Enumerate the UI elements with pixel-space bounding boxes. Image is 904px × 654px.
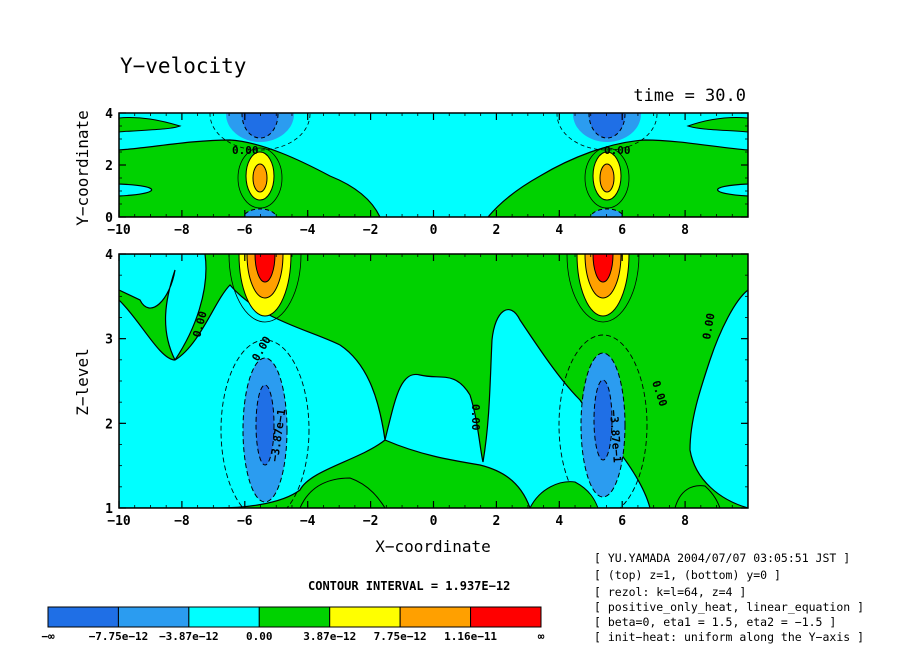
info-block: [ YU.YAMADA 2004/07/07 03:05:51 JST ] [ … [594,551,864,644]
bottom-contour-label-7: −3.87e−1 [607,409,624,463]
top-y-axis-label: Y−coordinate [73,110,92,226]
legend-swatch-4 [329,606,401,628]
top-panel: 0.00 0.00 −10 −8 −6 −4 −2 0 2 4 6 8 0 2 4 Y−coordina… [73,107,749,238]
top-left-band-extra [119,117,182,133]
legend-swatch-5 [399,606,472,628]
bottom-ytick-label-2: 3 [105,333,113,348]
top-xtick-label-8: 6 [618,223,626,238]
info-line-2: [ (top) z=1, (bottom) y=0 ] [594,568,781,582]
contour-interval-label: CONTOUR INTERVAL = 1.937E−12 [308,579,510,593]
bottom-ytick-label-1: 2 [105,417,113,432]
top-right-band-extra [686,117,748,133]
bottom-ytick-label-3: 4 [105,248,113,263]
bottom-xtick-label-1: −8 [174,514,190,529]
bottom-x-axis-label: X−coordinate [375,537,491,556]
top-neg-lobe-right-inner [588,113,626,139]
legend-label-2: −3.87e−12 [159,630,219,643]
legend-swatch-2 [188,606,260,628]
legend-swatch-1 [117,606,190,628]
legend-label-4: 3.87e−12 [303,630,356,643]
legend-label-7: ∞ [538,630,545,643]
top-xtick-label-0: −10 [107,223,131,238]
top-contour-label-left: 0.00 [232,144,259,157]
top-xtick-label-1: −8 [174,223,190,238]
top-ytick-label-0: 0 [105,211,113,226]
bottom-xtick-label-4: −2 [363,514,379,529]
bottom-contour-label-5: 0.00 [700,312,717,340]
bottom-y-axis-label: Z−level [73,348,92,415]
top-contour-label-right: 0.00 [604,144,631,157]
color-legend: −∞ −7.75e−12 −3.87e−12 0.00 3.87e−12 7.75e−12… [41,606,545,643]
bottom-neg-region-left [119,254,207,362]
legend-swatch-3 [258,606,331,628]
top-xtick-label-9: 8 [681,223,689,238]
legend-label-5: 7.75e−12 [374,630,427,643]
bottom-xtick-label-5: 0 [430,514,438,529]
top-ytick-label-2: 4 [105,107,113,122]
top-xtick-label-6: 2 [492,223,500,238]
top-ytick-label-1: 2 [105,159,113,174]
info-line-3: [ rezol: k=l=64, z=4 ] [594,585,746,599]
bottom-contour-label-3: 0.00 [469,404,482,431]
info-line-5: [ beta=0, eta1 = 1.5, eta2 = −1.5 ] [594,615,836,629]
legend-label-0: −∞ [41,630,55,643]
info-line-1: [ YU.YAMADA 2004/07/07 03:05:51 JST ] [594,551,850,565]
bottom-xtick-label-0: −10 [107,514,131,529]
legend-label-1: −7.75e−12 [89,630,149,643]
legend-swatch-6 [470,606,542,628]
bottom-panel: 0.00 0.00 0.00 0.00 0.00 −3.87e−1 −3.87e… [73,248,749,556]
chart-title: Y−velocity [120,54,246,78]
top-xtick-label-5: 0 [430,223,438,238]
time-label: time = 30.0 [633,86,746,106]
bottom-xtick-label-2: −6 [237,514,253,529]
top-xtick-label-4: −2 [363,223,379,238]
top-xtick-label-7: 4 [555,223,563,238]
info-line-6: [ init−heat: uniform along the Y−axis ] [594,630,864,644]
legend-label-6: 1.16e−11 [444,630,497,643]
bottom-xtick-label-3: −4 [300,514,316,529]
legend-label-3: 0.00 [246,630,273,643]
bottom-xtick-label-7: 4 [555,514,563,529]
top-neg-lobe-left-inner [241,113,279,139]
bottom-axis-ticks: −10 −8 −6 −4 −2 0 2 4 6 8 1 2 3 4 [105,248,749,529]
bottom-neg-region-right [689,289,748,508]
legend-swatch-0 [47,606,119,628]
bottom-xtick-label-6: 2 [492,514,500,529]
top-xtick-label-3: −4 [300,223,316,238]
bottom-xtick-label-9: 8 [681,514,689,529]
bottom-ytick-label-0: 1 [105,502,113,517]
bottom-xtick-label-8: 6 [618,514,626,529]
info-line-4: [ positive_only_heat, linear_equation ] [594,600,864,614]
top-xtick-label-2: −6 [237,223,253,238]
top-axis-ticks: −10 −8 −6 −4 −2 0 2 4 6 8 0 2 4 [105,107,749,238]
